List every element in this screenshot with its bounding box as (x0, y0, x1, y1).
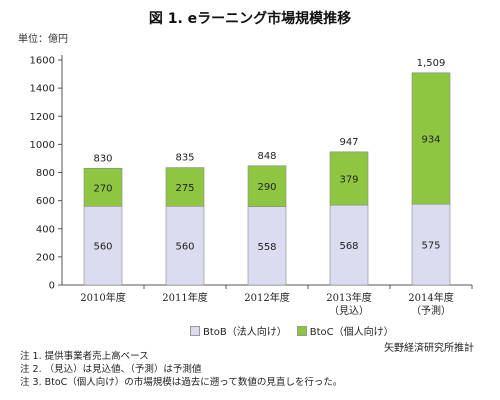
bar-segment-btoc (83, 167, 123, 207)
data-label-btoc: 934 (421, 134, 440, 145)
notes: 注 1. 提供事業者売上高ベース 注 2. （見込）は見込値、（予測）は予測値 … (20, 350, 342, 389)
y-tick-label: 200 (36, 252, 55, 263)
note-2: 注 2. （見込）は見込値、（予測）は予測値 (20, 364, 202, 375)
legend-item-btoc: BtoC（個人向け） (296, 323, 394, 338)
unit-label: 単位：億円 (18, 34, 68, 45)
legend-swatch-btoc (296, 325, 307, 336)
x-tick-label: 2013年度 (326, 291, 371, 304)
x-tick-label: 2012年度 (244, 291, 289, 304)
data-label-btob: 560 (93, 242, 112, 253)
data-label-btob: 558 (257, 242, 276, 253)
bar-segment-btoc (411, 72, 451, 205)
bar-segment-btob (247, 206, 287, 286)
y-tick-label: 1200 (30, 112, 55, 123)
x-tick-label: 2011年度 (162, 291, 207, 304)
data-label-btob: 560 (175, 242, 194, 253)
data-label-btob: 575 (421, 241, 440, 252)
note-3: 注 3. BtoC（個人向け）の市場規模は過去に遡って数値の見直しを行った。 (20, 377, 343, 388)
y-tick-label: 0 (49, 281, 55, 292)
bar-segment-btob (411, 203, 451, 286)
note-1: 注 1. 提供事業者売上高ベース (20, 351, 149, 362)
data-label-btob: 568 (339, 241, 358, 252)
bar-segment-btob (83, 205, 123, 286)
x-tick-sublabel: （予測） (411, 304, 451, 317)
legend-label-btoc: BtoC（個人向け） (309, 327, 394, 338)
total-label: 947 (339, 137, 358, 148)
legend-swatch-btob (190, 325, 200, 336)
y-tick-label: 1400 (30, 84, 55, 95)
bar-segment-btoc (165, 167, 205, 207)
x-tick-label: 2014年度 (408, 291, 453, 304)
x-tick-label: 2010年度 (80, 291, 125, 304)
y-tick-label: 600 (36, 196, 55, 207)
data-label-btoc: 290 (257, 182, 276, 193)
total-label: 1,509 (417, 58, 446, 69)
total-label: 848 (257, 151, 276, 162)
total-label: 830 (93, 153, 112, 164)
data-label-btoc: 275 (175, 183, 194, 194)
bar-segment-btoc (247, 165, 287, 207)
y-tick-label: 400 (36, 224, 55, 235)
bar-segment-btob (165, 205, 205, 286)
x-tick-sublabel: （見込） (329, 305, 369, 317)
chart-title: 図 1. eラーニング市場規模推移 (148, 11, 352, 27)
y-tick-label: 1000 (30, 140, 55, 151)
legend-item-btob: BtoB（法人向け） (190, 323, 287, 338)
source-credit: 矢野経済研究所推計 (384, 343, 474, 354)
data-label-btoc: 379 (339, 174, 358, 185)
bar-segment-btoc (329, 151, 369, 206)
total-label: 835 (175, 153, 194, 164)
y-tick-label: 1600 (30, 56, 55, 67)
y-tick-label: 800 (36, 168, 55, 179)
bar-chart: 0 200 400 600 800 1000 1200 1400 1600 560 270 830 20… (30, 55, 473, 317)
legend: BtoB（法人向け） BtoC（個人向け） (190, 323, 394, 338)
data-label-btoc: 270 (93, 183, 112, 194)
legend-label-btob: BtoB（法人向け） (203, 327, 287, 338)
